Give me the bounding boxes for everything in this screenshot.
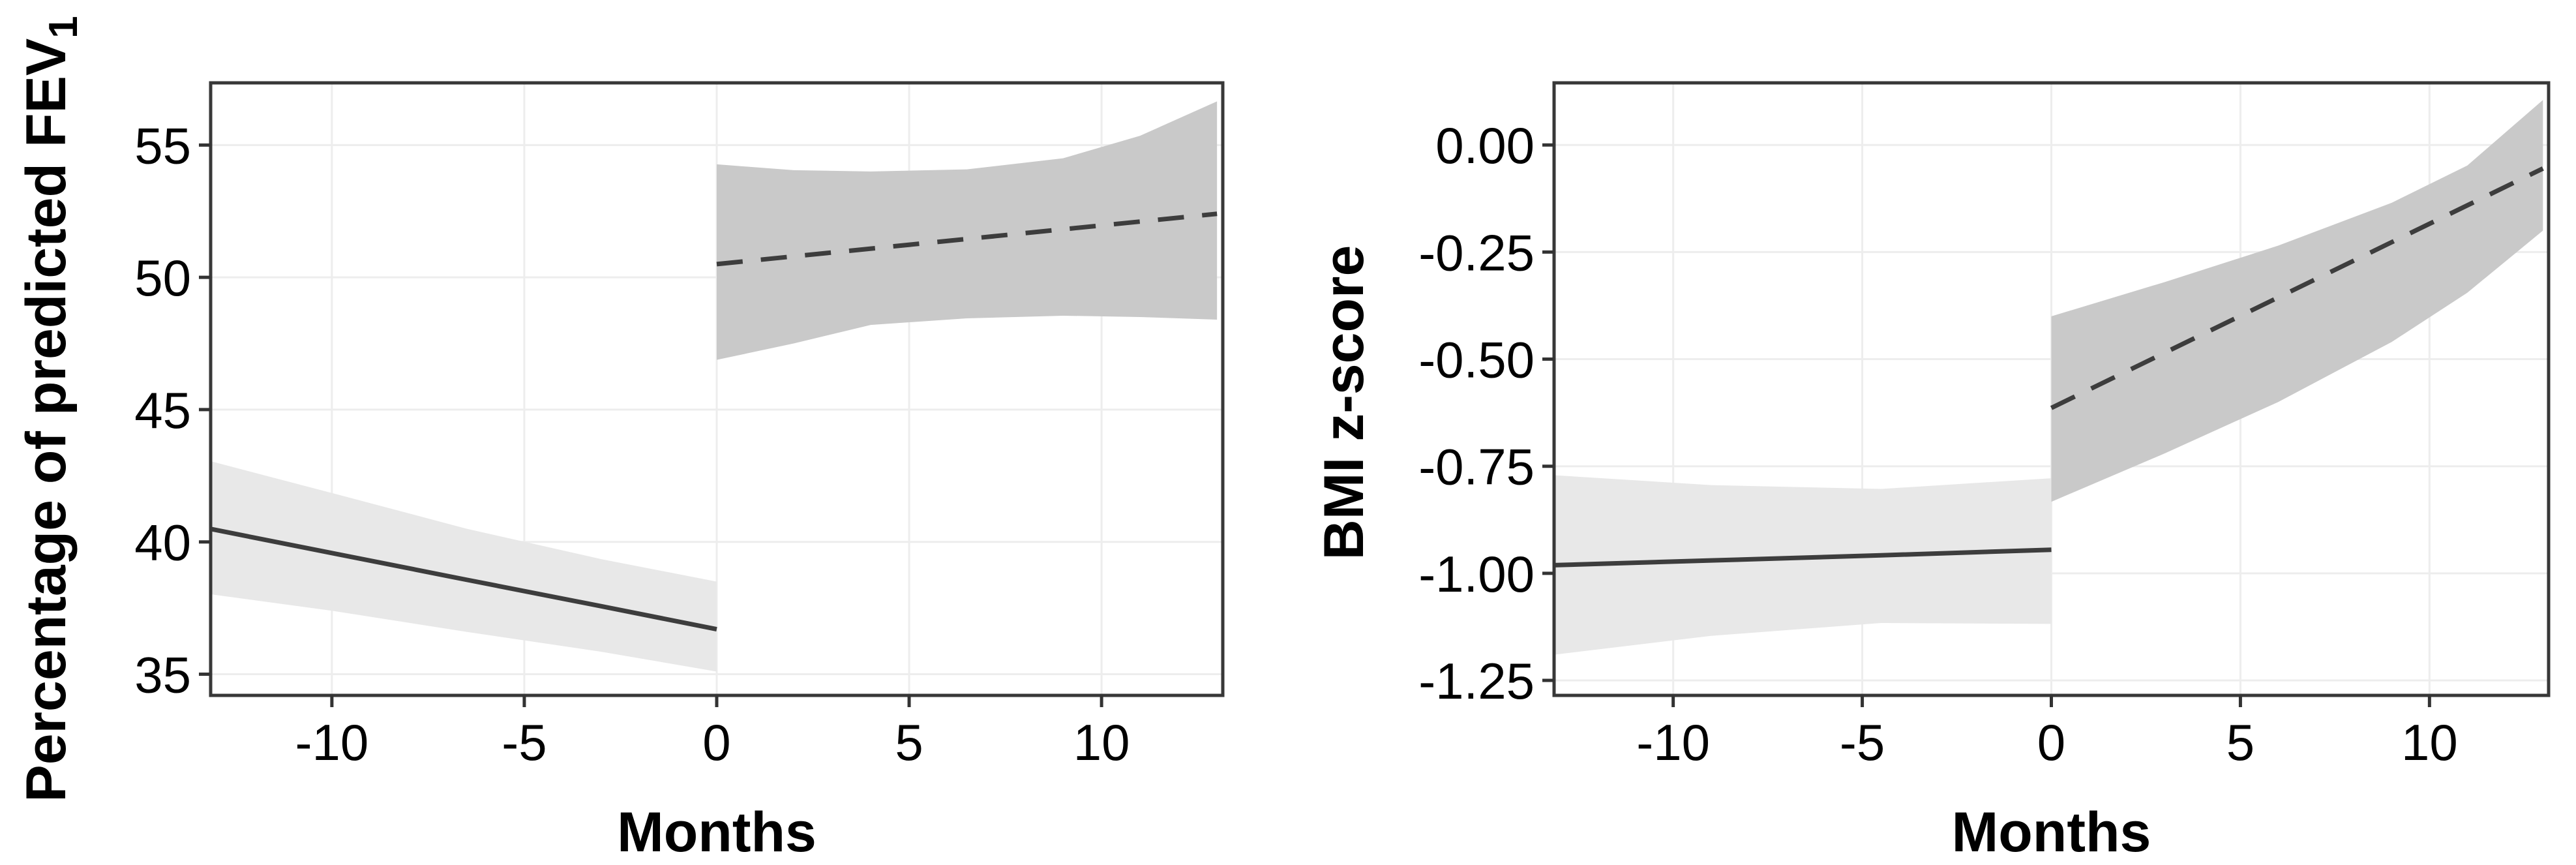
x-axis-title: Months	[1952, 801, 2151, 864]
y-tick-label: 45	[134, 382, 191, 439]
y-tick-label: 55	[134, 117, 191, 174]
y-axis-title: BMI z-score	[1313, 245, 1375, 560]
y-axis-title: Percentage of predicted FEV1	[15, 16, 86, 802]
y-tick-label: 50	[134, 249, 191, 307]
y-tick-label: 40	[134, 514, 191, 571]
x-tick-label: 5	[2226, 714, 2254, 771]
x-tick-label: 10	[2401, 714, 2458, 771]
y-tick-label: -1.25	[1418, 652, 1535, 710]
x-tick-label: -5	[502, 714, 547, 771]
pre-ci-ribbon	[211, 461, 717, 672]
y-tick-label: 0.00	[1435, 117, 1535, 174]
y-tick-label: -0.50	[1418, 331, 1535, 389]
pre-fit-line	[1553, 547, 2052, 568]
post-ci-ribbon	[2051, 100, 2543, 502]
pre-fit-line	[210, 526, 717, 632]
pre-ci-ribbon	[1554, 475, 2052, 655]
x-axis-title: Months	[617, 801, 816, 864]
x-tick-label: 0	[2037, 714, 2065, 771]
x-tick-label: -10	[295, 714, 369, 771]
y-tick-label: -0.75	[1418, 438, 1535, 496]
x-tick-label: -10	[1636, 714, 1710, 771]
y-tick-label: -0.25	[1418, 224, 1535, 281]
post-ci-ribbon	[717, 101, 1218, 360]
x-tick-label: 10	[1073, 714, 1130, 771]
x-tick-label: -5	[1840, 714, 1885, 771]
x-tick-label: 5	[895, 714, 923, 771]
x-tick-label: 0	[702, 714, 730, 771]
post-fit-line	[716, 211, 1218, 267]
y-tick-label: -1.00	[1418, 545, 1535, 603]
post-fit-line	[2050, 166, 2544, 410]
y-tick-label: 35	[134, 646, 191, 704]
